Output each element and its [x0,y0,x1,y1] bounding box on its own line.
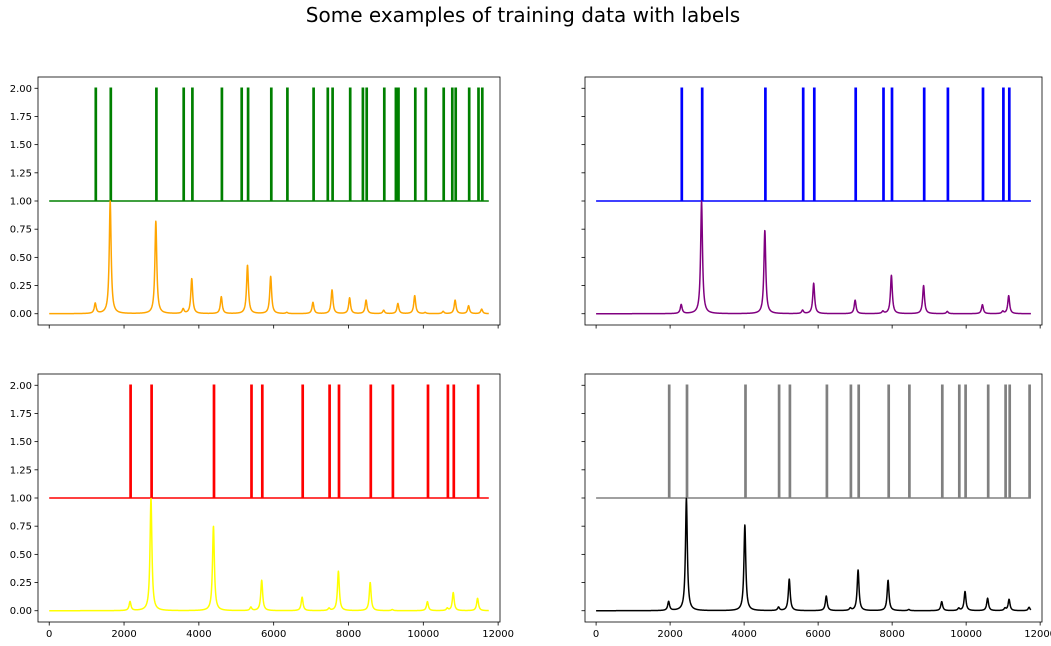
x-tick-label: 6000 [261,629,286,640]
y-tick-label: 1.00 [10,494,32,505]
x-tick-label: 10000 [950,629,982,640]
x-tick-label: 12000 [482,629,514,640]
x-tick-label: 12000 [1024,629,1051,640]
x-tick-label: 8000 [879,629,904,640]
subplot-grid: 0.00 0.25 0.50 0.75 1.00 1.25 1.50 1.75 2.00 0 200… [10,76,1051,640]
x-tick-label: 4000 [186,629,211,640]
x-tick-label: 2000 [657,629,682,640]
y-tick-label: 1.25 [10,168,32,179]
y-tick-label: 0.25 [10,578,32,589]
spectrum-series-line [595,200,1032,315]
y-tick-label: 1.25 [10,465,32,476]
x-tick-label: 0 [593,629,599,640]
subplot-top-left: 0.00 0.25 0.50 0.75 1.00 1.25 1.50 1.75 2.00 [10,76,501,329]
y-tick-label: 0.50 [10,550,32,561]
x-tick-label: 10000 [407,629,439,640]
x-tick-label: 8000 [336,629,361,640]
label-series-line [49,384,489,499]
y-tick-label: 1.50 [10,437,32,448]
x-tick-label: 6000 [805,629,830,640]
y-tick-label: 0.00 [10,606,32,617]
label-series-line [596,384,1031,499]
subplot-bottom-right: 0 2000 4000 6000 8000 10000 12000 [581,373,1051,640]
label-series-line [596,87,1031,202]
y-tick-label: 0.75 [10,522,32,533]
y-tick-label: 2.00 [10,381,32,392]
subplot-top-right [581,76,1043,329]
y-tick-label: 0.75 [10,225,32,236]
x-tick-label: 0 [46,629,52,640]
subplot-bottom-left: 0 2000 4000 6000 8000 10000 12000 0.00 0.25 0.50 0… [10,373,514,640]
spectrum-series-line [595,497,1032,612]
spectrum-series-line [48,497,490,612]
plot-area [595,87,1032,315]
y-tick-label: 1.75 [10,112,32,123]
y-tick-label: 1.00 [10,197,32,208]
plot-area [48,87,490,315]
y-tick-label: 0.25 [10,281,32,292]
y-tick-label: 0.50 [10,253,32,264]
x-tick-label: 2000 [111,629,136,640]
y-tick-label: 0.00 [10,309,32,320]
y-tick-label: 2.00 [10,84,32,95]
plot-area [48,384,490,612]
y-tick-label: 1.75 [10,409,32,420]
figure-title: Some examples of training data with labe… [306,3,740,27]
plot-area [595,384,1032,612]
y-tick-label: 1.50 [10,140,32,151]
x-tick-label: 4000 [731,629,756,640]
label-series-line [49,87,489,202]
spectrum-series-line [48,200,490,315]
